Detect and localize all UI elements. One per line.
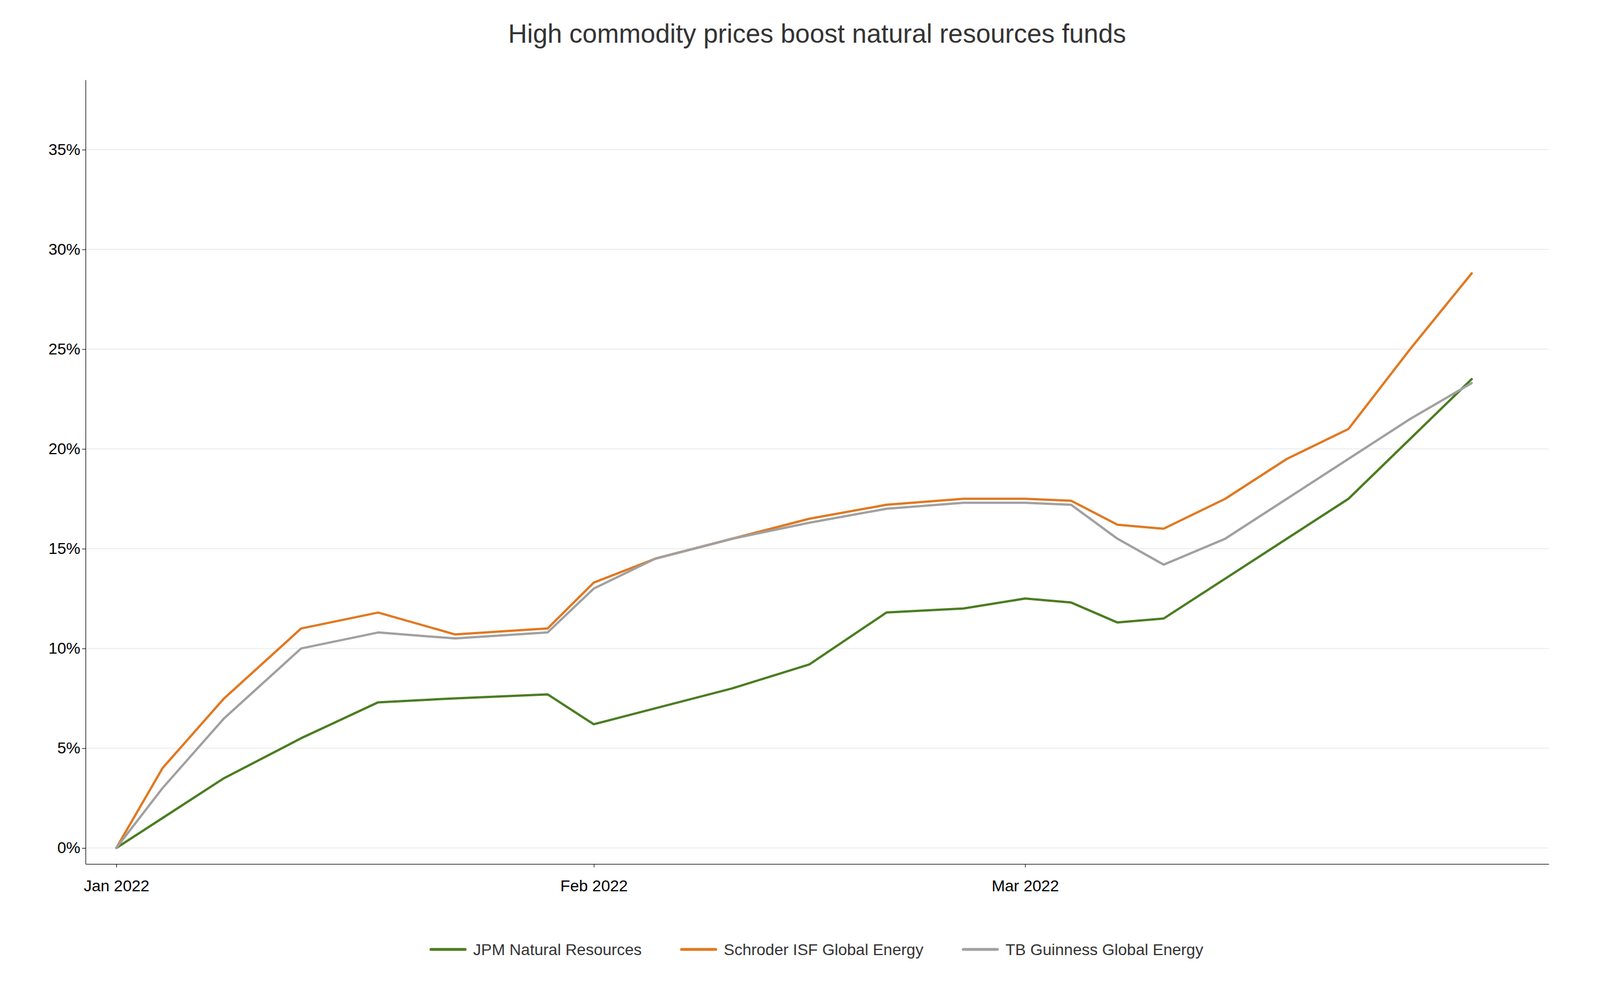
y-tick-mark [82,149,86,151]
y-tick-label: 15% [48,539,81,558]
x-axis: Jan 2022 Feb 2022 Mar 2022 [83,864,1550,895]
y-tick-label: 25% [48,340,81,358]
y-tick-label: 35% [48,140,81,159]
y-tick: 5% [57,739,86,757]
grid-line [85,548,1549,549]
legend-label: JPM Natural Resources [473,941,642,959]
grid-line [85,747,1549,749]
legend-item: JPM Natural Resources [430,941,642,959]
legend-label: Schroder ISF Global Energy [723,941,924,959]
y-axis: 0% 5% 10% 15% 20% 25% 30% 35% [48,80,87,865]
y-tick-label: 20% [48,440,81,458]
legend-item: Schroder ISF Global Energy [681,941,924,959]
y-tick-label: 0% [57,839,81,857]
plot-area [116,273,1472,849]
y-tick-mark [82,648,86,650]
legend-swatch [681,948,716,952]
series-line [116,379,1472,849]
y-tick: 15% [48,539,86,558]
chart-svg: Jan 2022 Feb 2022 Mar 2022 0% 5% 10% 15% 20% 25%… [0,0,1600,995]
x-tick: Mar 2022 [991,864,1060,895]
y-tick: 25% [48,340,86,358]
legend-item: TB Guinness Global Energy [963,941,1204,959]
legend-label: TB Guinness Global Energy [1005,941,1204,959]
grid-line [85,847,1549,849]
y-tick-mark [82,748,86,749]
y-tick: 0% [57,839,86,857]
x-tick-label: Feb 2022 [560,877,628,895]
y-tick: 20% [48,440,86,458]
chart-container: Jan 2022 Feb 2022 Mar 2022 0% 5% 10% 15% 20% 25%… [0,0,1600,995]
y-tick: 35% [48,140,86,159]
x-tick-mark [593,864,595,868]
grid-line [85,348,1549,350]
x-tick-mark [116,864,117,868]
legend-swatch [963,948,998,952]
y-tick-mark [82,449,86,450]
y-tick-mark [82,548,86,550]
y-tick-mark [82,249,86,251]
series-line [116,273,1472,849]
grid-line [85,249,1549,250]
y-tick-label: 5% [57,739,81,757]
grid [85,149,1549,849]
legend-swatch [430,948,466,952]
y-tick: 10% [48,639,86,658]
y-axis-line [85,80,87,865]
y-tick: 30% [48,240,86,259]
grid-line [85,448,1549,450]
title: High commodity prices boost natural reso… [507,18,1126,49]
legend: JPM Natural Resources Schroder ISF Global… [430,941,1204,959]
series-line [116,383,1472,849]
x-tick-label: Jan 2022 [83,877,150,895]
x-tick: Feb 2022 [560,864,628,895]
y-tick-label: 10% [48,639,81,658]
x-tick: Jan 2022 [83,864,150,895]
x-axis-line [86,864,1550,865]
grid-line [85,149,1549,150]
x-tick-mark [1024,864,1026,868]
y-tick-label: 30% [48,240,81,259]
y-tick-mark [82,848,86,849]
x-tick-label: Mar 2022 [991,877,1060,895]
y-tick-mark [82,349,86,350]
